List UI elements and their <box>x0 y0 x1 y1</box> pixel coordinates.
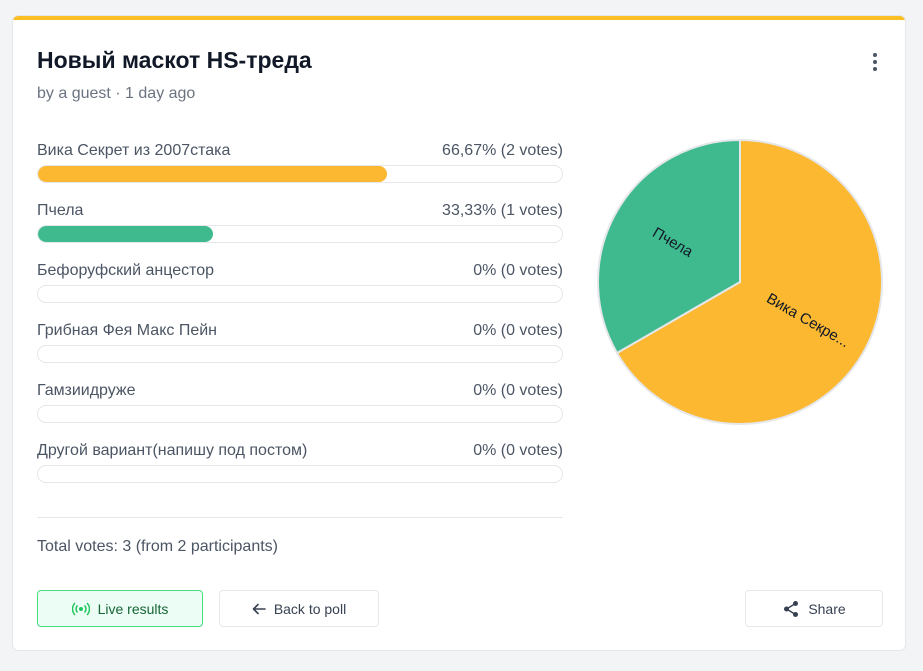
progress-fill <box>38 226 213 242</box>
progress-track <box>37 345 563 363</box>
live-results-button[interactable]: Live results <box>37 590 203 627</box>
progress-fill <box>38 166 388 182</box>
option-label: Гамзиидруже <box>37 382 136 399</box>
pie-chart: Вика Секре...Пчела <box>597 138 883 425</box>
poll-card: Новый маскот HS-треда by a guest · 1 day… <box>12 15 906 651</box>
option-label: Бефоруфский анцестор <box>37 262 215 279</box>
poll-meta: by a guest · 1 day ago <box>37 85 196 102</box>
progress-track <box>37 225 563 243</box>
accent-bar <box>13 16 905 20</box>
progress-track <box>37 285 563 303</box>
kebab-menu-icon[interactable] <box>863 50 887 74</box>
share-icon <box>784 600 799 617</box>
option-percent: 0% (0 votes) <box>473 322 563 339</box>
back-to-poll-label: Back to poll <box>273 600 347 617</box>
share-button[interactable]: Share <box>745 590 883 627</box>
result-option: Вика Секрет из 2007стака 66,67% (2 votes… <box>37 137 563 197</box>
live-results-label: Live results <box>97 600 169 617</box>
poll-title: Новый маскот HS-треда <box>37 47 312 73</box>
kebab-dot <box>873 67 877 71</box>
arrow-left-icon <box>252 603 266 614</box>
kebab-dot <box>873 53 877 57</box>
pie-slice <box>597 138 741 355</box>
progress-track <box>37 165 563 183</box>
broadcast-icon <box>71 601 90 616</box>
result-option: Гамзиидруже 0% (0 votes) <box>37 377 563 437</box>
share-label: Share <box>808 600 846 617</box>
result-option: Другой вариант(напишу под постом) 0% (0 … <box>37 437 563 497</box>
option-label: Вика Секрет из 2007стака <box>37 142 231 159</box>
progress-track <box>37 465 563 483</box>
option-percent: 0% (0 votes) <box>473 442 563 459</box>
option-label: Другой вариант(напишу под постом) <box>37 442 308 459</box>
results-list: Вика Секрет из 2007стака 66,67% (2 votes… <box>37 137 563 497</box>
option-percent: 0% (0 votes) <box>473 262 563 279</box>
total-votes: Total votes: 3 (from 2 participants) <box>37 538 278 555</box>
result-option: Грибная Фея Макс Пейн 0% (0 votes) <box>37 317 563 377</box>
divider <box>37 517 563 518</box>
result-option: Бефоруфский анцестор 0% (0 votes) <box>37 257 563 317</box>
option-percent: 33,33% (1 votes) <box>442 202 563 219</box>
option-label: Пчела <box>37 202 84 219</box>
result-option: Пчела 33,33% (1 votes) <box>37 197 563 257</box>
progress-track <box>37 405 563 423</box>
kebab-dot <box>873 60 877 64</box>
option-percent: 0% (0 votes) <box>473 382 563 399</box>
pie-slice <box>615 138 883 425</box>
option-percent: 66,67% (2 votes) <box>442 142 563 159</box>
option-label: Грибная Фея Макс Пейн <box>37 322 217 339</box>
back-to-poll-button[interactable]: Back to poll <box>219 590 379 627</box>
